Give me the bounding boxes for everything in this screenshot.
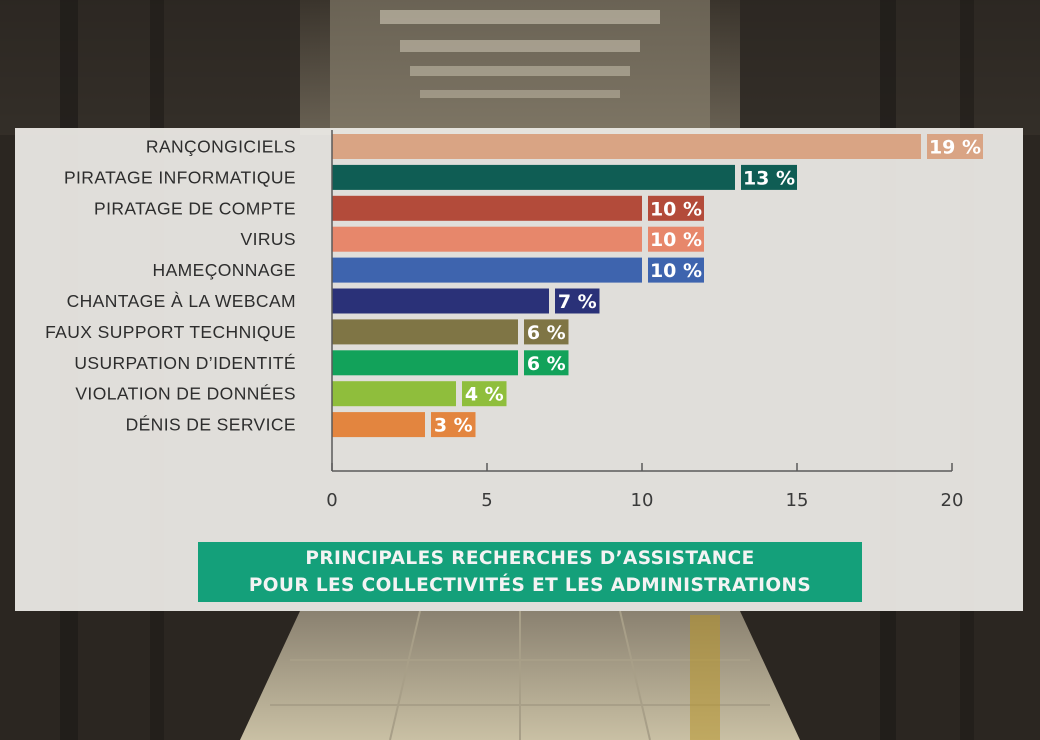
value-label-chantage-a-la-webcam: 7 % bbox=[558, 291, 597, 313]
value-label-piratage-informatique: 13 % bbox=[743, 167, 795, 189]
value-label-box-faux-support-technique bbox=[524, 319, 569, 345]
chart-title-line-1: PRINCIPALES RECHERCHES D’ASSISTANCE bbox=[305, 548, 755, 569]
value-label-violation-de-donnees: 4 % bbox=[465, 384, 504, 406]
bar-piratage-de-compte bbox=[332, 195, 642, 221]
category-label-faux-support-technique: FAUX SUPPORT TECHNIQUE bbox=[45, 322, 296, 342]
value-label-box-piratage-informatique bbox=[741, 164, 797, 190]
value-labels: 19 % 13 % 10 % 10 % 10 % 7 % 6 % 6 % 4 % 3 % bbox=[431, 134, 983, 438]
category-label-virus: VIRUS bbox=[241, 229, 296, 249]
x-tick-label-5: 5 bbox=[481, 490, 492, 511]
chart-title-line-2: POUR LES COLLECTIVITÉS ET LES ADMINISTRA… bbox=[248, 575, 812, 596]
value-label-box-chantage-a-la-webcam bbox=[555, 288, 600, 314]
bars bbox=[332, 134, 921, 438]
axes: 0 5 10 15 20 bbox=[326, 130, 963, 511]
x-tick-label-10: 10 bbox=[631, 490, 654, 511]
value-label-usurpation-d-identite: 6 % bbox=[527, 353, 566, 375]
value-label-box-virus bbox=[648, 226, 704, 252]
category-label-violation-de-donnees: VIOLATION DE DONNÉES bbox=[75, 384, 296, 404]
value-label-virus: 10 % bbox=[650, 229, 702, 251]
bar-hameconnage bbox=[332, 257, 642, 283]
bar-denis-de-service bbox=[332, 412, 425, 438]
x-tick-label-20: 20 bbox=[941, 490, 964, 511]
value-label-box-usurpation-d-identite bbox=[524, 350, 569, 376]
category-label-rancongiciels: RANÇONGICIELS bbox=[146, 137, 296, 157]
chart-panel: RANÇONGICIELS PIRATAGE INFORMATIQUE PIRATA… bbox=[15, 128, 1023, 611]
value-label-faux-support-technique: 6 % bbox=[527, 322, 566, 344]
value-label-rancongiciels: 19 % bbox=[929, 137, 981, 159]
value-label-box-piratage-de-compte bbox=[648, 195, 704, 221]
chart-title: PRINCIPALES RECHERCHES D’ASSISTANCE POUR… bbox=[198, 542, 862, 602]
value-label-box-rancongiciels bbox=[927, 134, 983, 159]
category-label-denis-de-service: DÉNIS DE SERVICE bbox=[126, 415, 296, 435]
category-label-piratage-informatique: PIRATAGE INFORMATIQUE bbox=[64, 167, 296, 187]
bar-rancongiciels bbox=[332, 134, 921, 159]
category-label-chantage-a-la-webcam: CHANTAGE À LA WEBCAM bbox=[67, 291, 296, 311]
value-label-piratage-de-compte: 10 % bbox=[650, 198, 702, 220]
value-label-hameconnage: 10 % bbox=[650, 260, 702, 282]
bar-usurpation-d-identite bbox=[332, 350, 518, 376]
x-tick-label-15: 15 bbox=[786, 490, 809, 511]
bar-faux-support-technique bbox=[332, 319, 518, 345]
value-label-box-denis-de-service bbox=[431, 412, 476, 438]
bar-chantage-a-la-webcam bbox=[332, 288, 549, 314]
category-labels: RANÇONGICIELS PIRATAGE INFORMATIQUE PIRATA… bbox=[45, 137, 296, 435]
bar-virus bbox=[332, 226, 642, 252]
value-label-denis-de-service: 3 % bbox=[434, 415, 473, 437]
category-label-hameconnage: HAMEÇONNAGE bbox=[153, 260, 296, 280]
bar-chart: RANÇONGICIELS PIRATAGE INFORMATIQUE PIRATA… bbox=[45, 130, 983, 511]
bar-violation-de-donnees bbox=[332, 381, 456, 407]
category-label-usurpation-d-identite: USURPATION D’IDENTITÉ bbox=[74, 353, 296, 373]
bar-piratage-informatique bbox=[332, 164, 735, 190]
value-label-box-violation-de-donnees bbox=[462, 381, 507, 407]
value-label-box-hameconnage bbox=[648, 257, 704, 283]
category-label-piratage-de-compte: PIRATAGE DE COMPTE bbox=[94, 198, 296, 218]
x-tick-label-0: 0 bbox=[326, 490, 337, 511]
